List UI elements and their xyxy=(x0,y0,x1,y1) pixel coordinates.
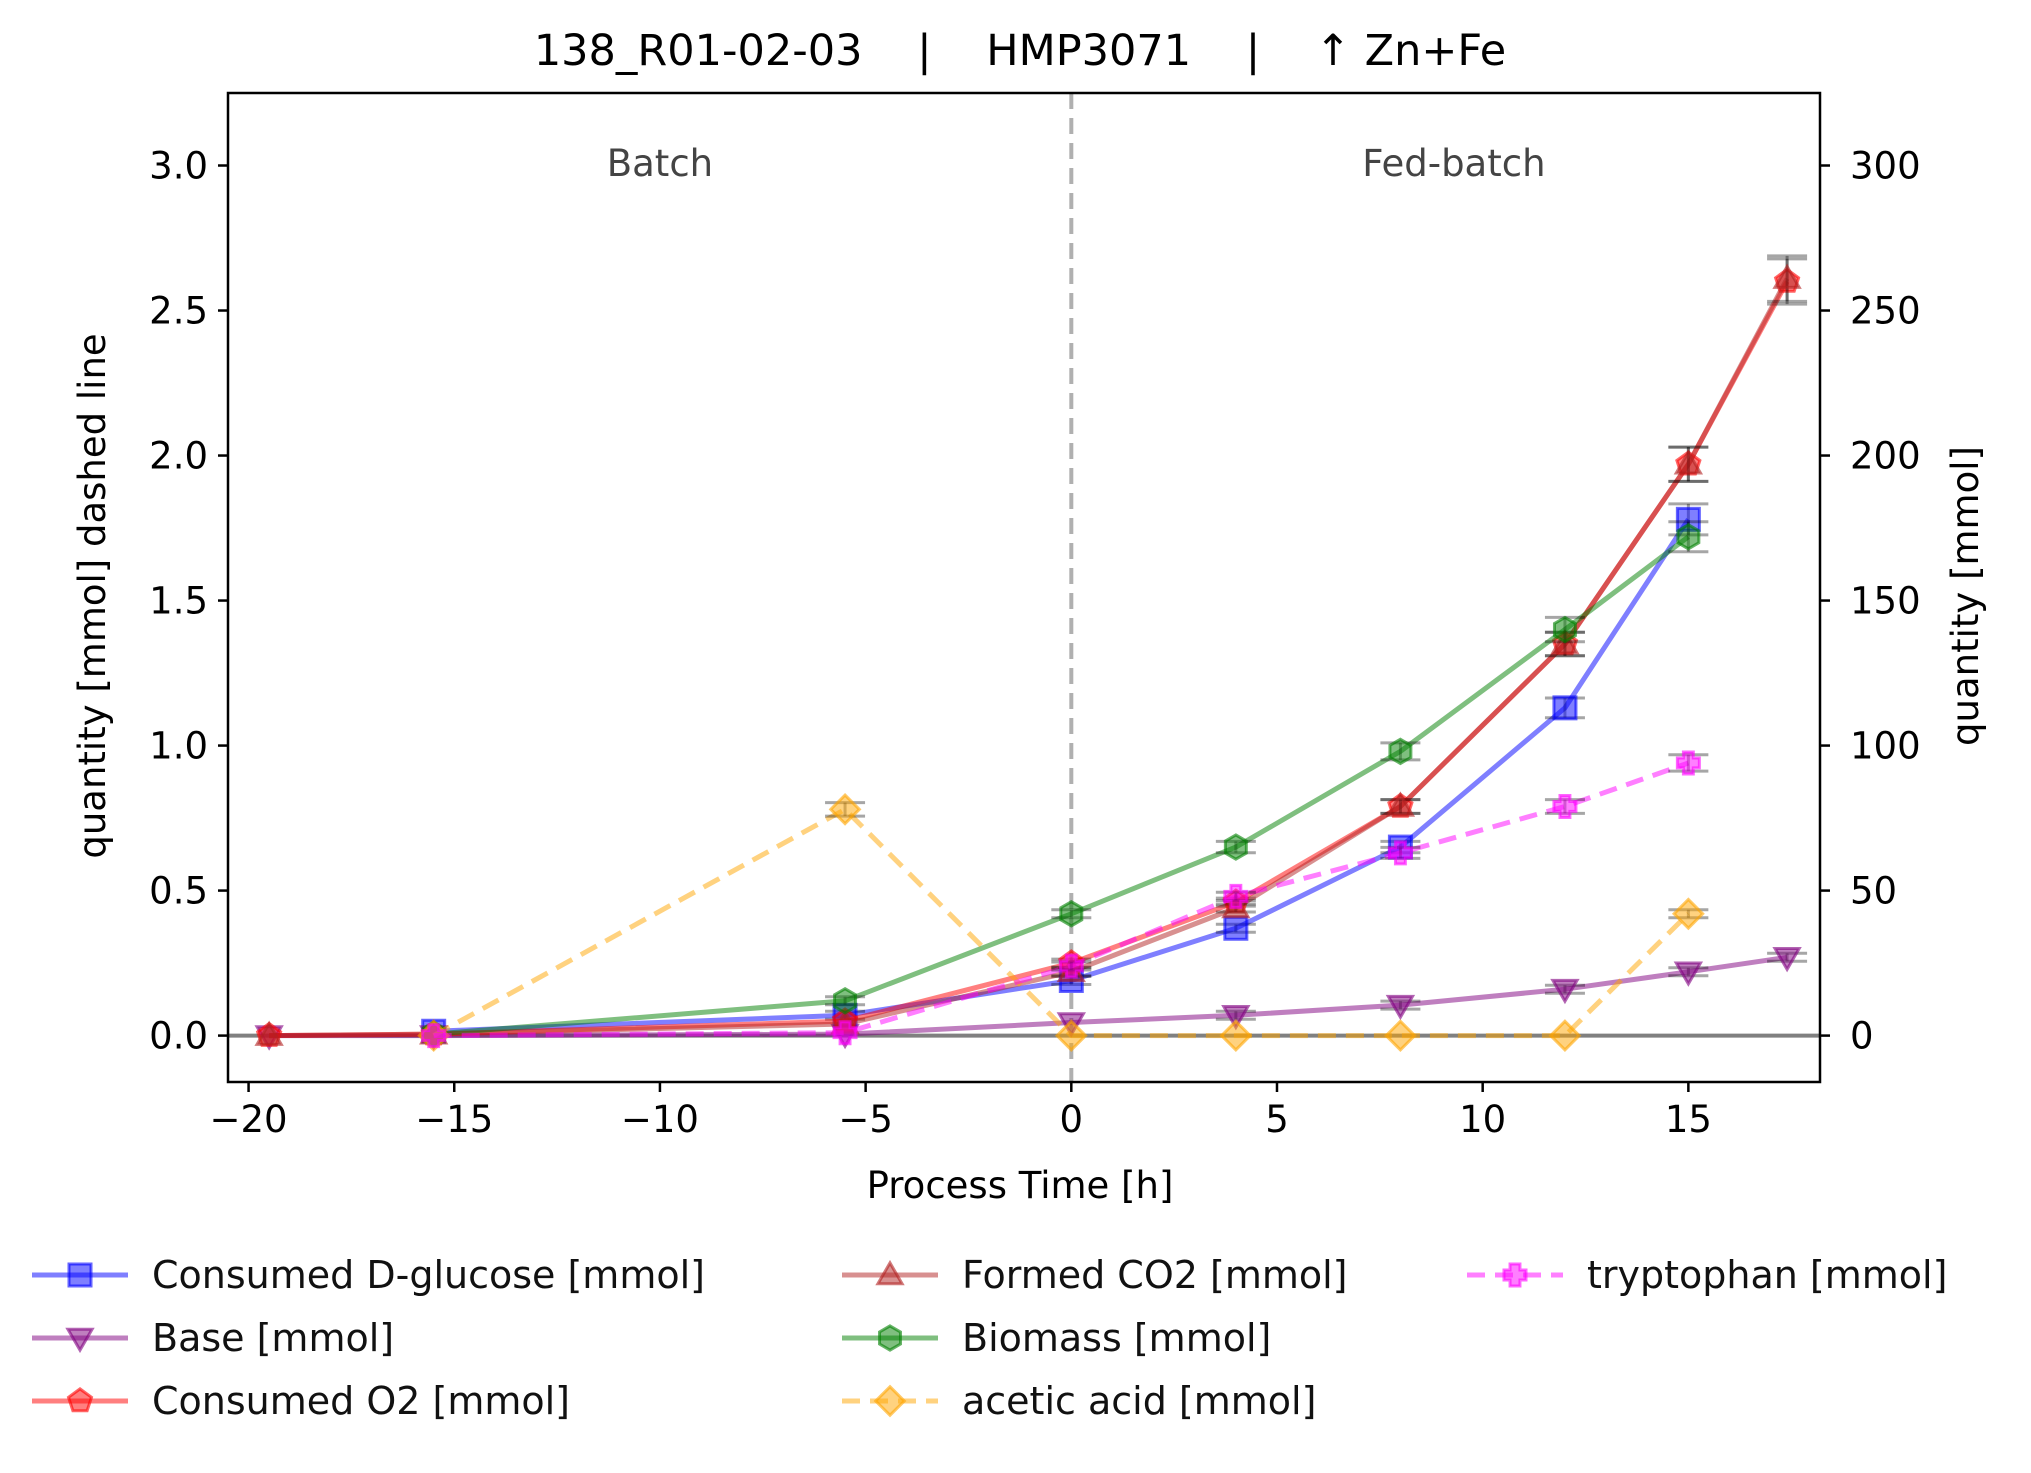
legend-item: Consumed O2 [mmol] xyxy=(30,1376,570,1426)
x-tick-label: −15 xyxy=(415,1098,493,1141)
y-right-tick-label: 100 xyxy=(1850,725,1921,768)
data-point xyxy=(1550,978,1580,1005)
data-point xyxy=(1223,915,1249,941)
data-point xyxy=(1552,615,1577,644)
data-point xyxy=(421,1023,447,1049)
legend-swatch xyxy=(32,1327,128,1354)
legend-swatch xyxy=(842,1324,938,1352)
plot-frame xyxy=(226,91,1822,1084)
y-left-tick-label: 3.0 xyxy=(149,145,208,188)
legend-swatch xyxy=(1467,1262,1563,1288)
x-tick-label: 15 xyxy=(1665,1098,1712,1141)
data-point xyxy=(254,1020,284,1046)
y-left-tick-label: 0.5 xyxy=(149,870,208,913)
y-right-tick-label: 300 xyxy=(1850,145,1921,188)
y-right-tick-label: 0 xyxy=(1850,1015,1874,1058)
data-point xyxy=(1221,1004,1251,1031)
legend-label: acetic acid [mmol] xyxy=(962,1379,1317,1423)
data-point xyxy=(1772,263,1802,289)
x-tick-label: −10 xyxy=(621,1098,699,1141)
chart-title: 138_R01-02-03 | HMP3071 | ↑ Zn+Fe xyxy=(534,26,1506,76)
data-point xyxy=(828,792,862,826)
data-point xyxy=(1054,1019,1088,1053)
legend-swatch xyxy=(32,1262,128,1288)
x-tick-label: −20 xyxy=(210,1098,288,1141)
legend-swatch xyxy=(842,1384,938,1418)
data-point xyxy=(1219,1019,1253,1053)
legend-item: acetic acid [mmol] xyxy=(840,1376,1316,1426)
legend-item: tryptophan [mmol] xyxy=(1465,1250,1947,1300)
legend-item: Base [mmol] xyxy=(30,1313,394,1363)
y-left-tick-label: 1.0 xyxy=(149,725,208,768)
data-point xyxy=(1388,737,1413,766)
legend-label: tryptophan [mmol] xyxy=(1587,1253,1948,1297)
legend-label: Consumed D-glucose [mmol] xyxy=(152,1253,705,1297)
data-point xyxy=(1387,840,1413,866)
y-right-tick-label: 150 xyxy=(1850,580,1921,623)
y-axis-right-label: quantity [mmol] xyxy=(1944,446,1987,746)
series-6 xyxy=(421,750,1709,1049)
data-point xyxy=(1383,1019,1417,1053)
y-right-tick-label: 50 xyxy=(1850,870,1897,913)
data-point xyxy=(1675,750,1701,776)
y-axis-left-label: quantity [mmol] dashed line xyxy=(71,333,114,858)
data-point xyxy=(1548,1019,1582,1053)
y-left-tick-label: 2.5 xyxy=(149,290,208,333)
legend-swatch xyxy=(32,1387,128,1413)
fed-batch-annotation: Fed-batch xyxy=(1362,142,1545,185)
y-left-tick-label: 2.0 xyxy=(149,435,208,478)
x-tick-label: 0 xyxy=(1060,1098,1084,1141)
legend-item: Biomass [mmol] xyxy=(840,1313,1271,1363)
legend-label: Formed CO2 [mmol] xyxy=(962,1253,1348,1297)
legend-label: Base [mmol] xyxy=(152,1316,395,1360)
x-tick-label: −5 xyxy=(838,1098,893,1141)
data-point xyxy=(1673,961,1704,987)
data-point xyxy=(832,1020,858,1046)
legend-item: Consumed D-glucose [mmol] xyxy=(30,1250,705,1300)
data-point xyxy=(1552,793,1578,819)
data-point xyxy=(1059,899,1084,928)
data-point xyxy=(1223,883,1249,909)
data-point xyxy=(1673,449,1704,475)
data-point xyxy=(1385,791,1416,817)
plot-area xyxy=(228,93,1820,1082)
y-left-tick-label: 1.5 xyxy=(149,580,208,623)
legend-item: Formed CO2 [mmol] xyxy=(840,1250,1348,1300)
data-point xyxy=(1671,897,1705,931)
legend-label: Biomass [mmol] xyxy=(962,1316,1272,1360)
legend: Consumed D-glucose [mmol] Base [mmol] Cons… xyxy=(30,1250,2020,1460)
data-point xyxy=(1676,522,1701,551)
batch-annotation: Batch xyxy=(607,142,713,185)
data-point xyxy=(1385,994,1416,1021)
data-point xyxy=(833,986,858,1015)
data-point xyxy=(1223,833,1248,861)
x-axis-label: Process Time [h] xyxy=(867,1164,1174,1207)
legend-swatch xyxy=(842,1259,938,1286)
y-right-tick-label: 250 xyxy=(1850,290,1921,333)
legend-label: Consumed O2 [mmol] xyxy=(152,1379,570,1423)
data-point xyxy=(1772,946,1802,973)
x-tick-label: 10 xyxy=(1459,1098,1506,1141)
data-point xyxy=(1058,953,1084,979)
y-left-tick-label: 0.0 xyxy=(149,1015,208,1058)
x-tick-label: 5 xyxy=(1265,1098,1289,1141)
y-right-tick-label: 200 xyxy=(1850,435,1921,478)
data-point xyxy=(1552,695,1578,721)
